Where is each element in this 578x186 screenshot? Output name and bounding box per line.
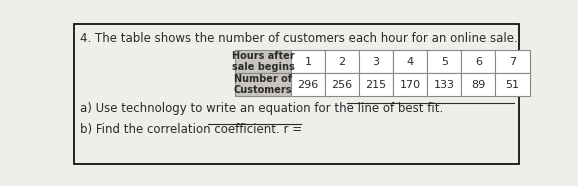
Text: 1: 1 xyxy=(305,57,312,67)
Bar xyxy=(461,50,495,73)
Text: 4. The table shows the number of customers each hour for an online sale.: 4. The table shows the number of custome… xyxy=(80,32,518,45)
Bar xyxy=(235,50,291,73)
Text: Number of
Customers: Number of Customers xyxy=(234,74,292,95)
Text: 5: 5 xyxy=(441,57,448,67)
Text: Hours after
sale begins: Hours after sale begins xyxy=(232,51,294,72)
Bar xyxy=(495,73,529,96)
Text: 256: 256 xyxy=(331,80,353,90)
Text: 2: 2 xyxy=(338,57,346,67)
Text: 296: 296 xyxy=(297,80,318,90)
Bar xyxy=(291,50,325,73)
Bar xyxy=(495,50,529,73)
Bar xyxy=(291,73,325,96)
Bar xyxy=(359,73,393,96)
Text: 133: 133 xyxy=(434,80,455,90)
Bar xyxy=(325,50,359,73)
Text: 6: 6 xyxy=(475,57,482,67)
Bar xyxy=(427,73,461,96)
Text: 7: 7 xyxy=(509,57,516,67)
Text: 215: 215 xyxy=(365,80,387,90)
Text: 51: 51 xyxy=(505,80,520,90)
Bar xyxy=(325,73,359,96)
Text: b) Find the correlation coefficient. r =: b) Find the correlation coefficient. r = xyxy=(80,123,302,136)
Bar xyxy=(359,50,393,73)
Bar xyxy=(235,73,291,96)
Bar xyxy=(461,73,495,96)
Bar xyxy=(427,50,461,73)
Text: a) Use technology to write an equation for the line of best fit.: a) Use technology to write an equation f… xyxy=(80,102,443,115)
Text: 170: 170 xyxy=(399,80,421,90)
Bar xyxy=(393,50,427,73)
Text: 4: 4 xyxy=(406,57,414,67)
Text: 89: 89 xyxy=(471,80,486,90)
Bar xyxy=(393,73,427,96)
Text: 3: 3 xyxy=(373,57,380,67)
